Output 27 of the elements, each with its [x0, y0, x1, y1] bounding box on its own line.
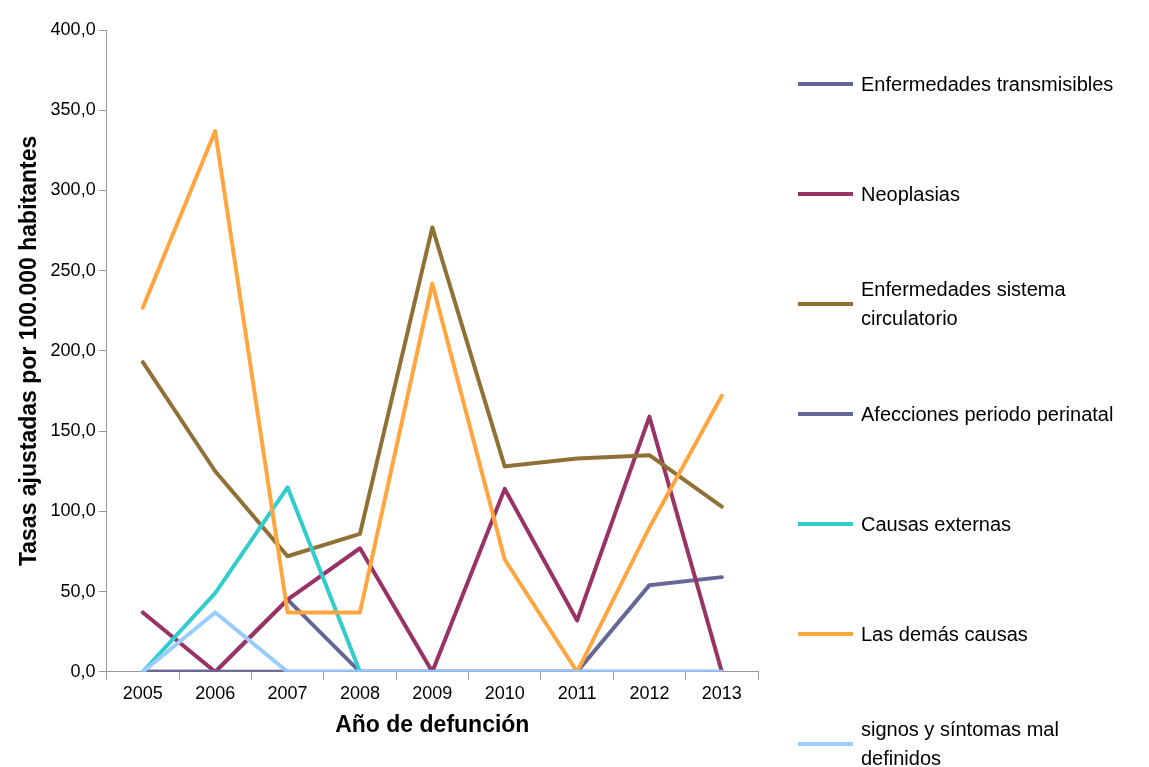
x-tick-label: 2009	[412, 682, 453, 703]
y-axis-title: Tasas ajustadas por 100.000 habitantes	[15, 135, 42, 567]
y-tick-label: 200,0	[50, 339, 96, 360]
y-tick-label: 150,0	[50, 420, 96, 441]
y-tick-label: 250,0	[50, 259, 96, 280]
x-tick-label: 2013	[701, 682, 742, 703]
legend-label: Enfermedades sistema circulatorio	[861, 277, 1067, 331]
y-tick-label: 0,0	[70, 660, 96, 681]
x-tick-label: 2006	[195, 682, 236, 703]
x-axis-title: Año de defunción	[335, 710, 530, 737]
legend-label: Neoplasias	[861, 181, 960, 207]
legend-label: Afecciones periodo perinatal	[861, 401, 1114, 427]
legend-label: signos y síntomas mal definidos	[861, 717, 1060, 767]
x-tick-label: 2012	[629, 682, 670, 703]
legend-label: Las demás causas	[861, 621, 1028, 647]
x-tick-label: 2011	[557, 682, 597, 703]
y-tick-label: 400,0	[50, 18, 96, 39]
x-tick-label: 2010	[484, 682, 525, 703]
y-tick-label: 100,0	[50, 500, 96, 521]
legend-label: Causas externas	[861, 511, 1012, 537]
y-tick-label: 50,0	[60, 580, 96, 601]
y-tick-label: 350,0	[50, 99, 96, 120]
x-tick-label: 2008	[339, 682, 380, 703]
legend-label: Enfermedades transmisibles	[861, 71, 1114, 97]
x-tick-label: 2005	[122, 682, 163, 703]
x-tick-label: 2007	[267, 682, 308, 703]
y-tick-label: 300,0	[50, 179, 96, 200]
